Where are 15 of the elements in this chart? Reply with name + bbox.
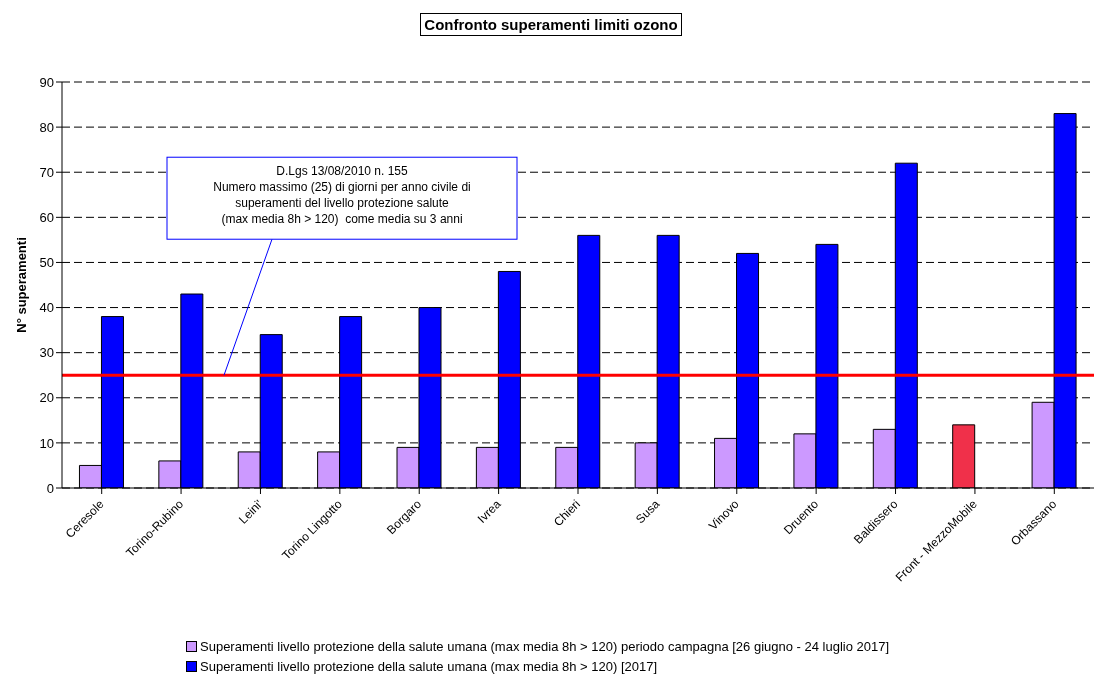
y-tick-label: 20 [39,390,54,406]
legend-label: Superamenti livello protezione della salute umana (max media 8h > 120) periodo campagna [26 giugno - 24 luglio 2017] [200,638,890,654]
y-tick-label: 50 [39,255,54,271]
y-tick-label: 60 [39,209,54,225]
legend-label: Superamenti livello protezione della salute umana (max media 8h > 120) [2017] [200,658,658,674]
y-tick-label: 10 [39,435,54,451]
y-tick-label: 70 [39,164,54,180]
y-tick-label: 90 [39,74,54,90]
ref-line-label: D.Lgs 13/08/2010 n. 155 Numero massimo (25) di giorni per anno civile di superamenti del livello protezione salute (max media 8h > 120) come media su 3 anni [213,164,471,227]
y-axis-title: N° superamenti [13,237,29,333]
y-tick-label: 80 [39,119,54,135]
y-tick-label: 30 [39,345,54,361]
chart-title: Confronto superamenti limiti ozono [420,13,682,36]
y-tick-label: 0 [46,480,54,496]
y-tick-label: 40 [39,300,54,316]
